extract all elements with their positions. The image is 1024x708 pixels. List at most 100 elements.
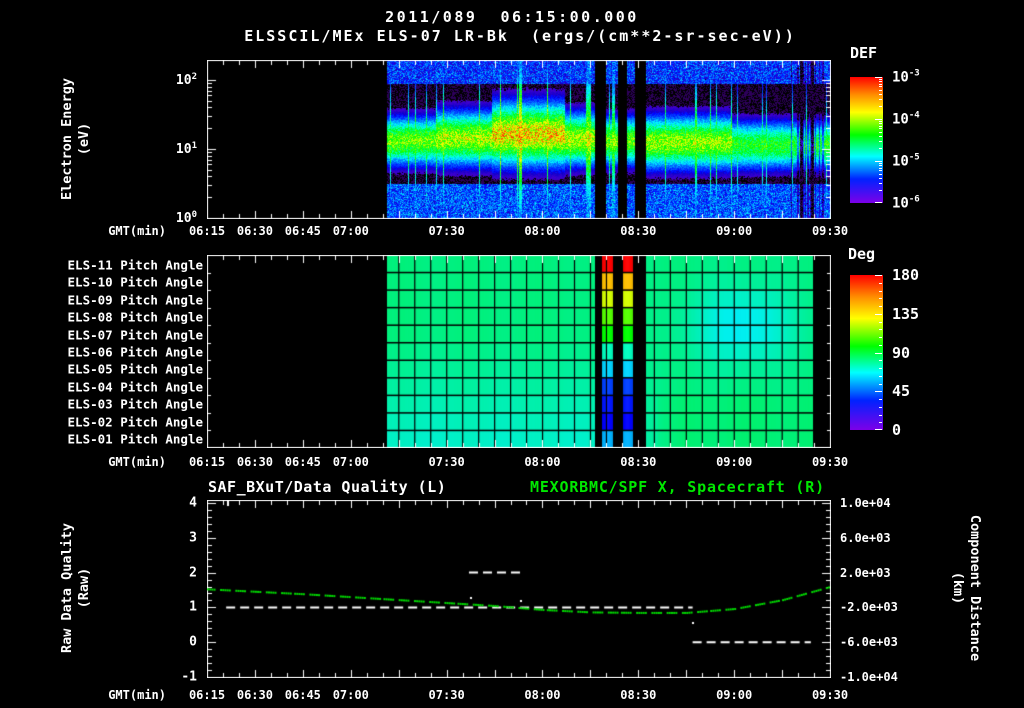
deg-colorbar-title: Deg — [848, 245, 876, 263]
distance-tick-label: 6.0e+03 — [840, 530, 891, 545]
time-tick-label: 09:30 — [811, 688, 849, 702]
colorbar-minor-tick — [879, 86, 882, 88]
energy-tick-label: 101 — [175, 140, 197, 158]
def-colorbar-tick-label: 10-6 — [892, 194, 920, 212]
raw-quality-axis-label: Raw Data Quality (Raw) — [59, 522, 92, 654]
time-tick-label: 09:00 — [716, 224, 753, 238]
colorbar-minor-tick — [879, 368, 882, 369]
colorbar-minor-tick — [879, 414, 882, 416]
pitch-canvas — [207, 255, 831, 448]
time-tick-label: 06:15 — [188, 455, 226, 469]
quality-title-left: SAF_BXuT/Data Quality (L) — [208, 478, 447, 496]
pitch-row-label: ELS-02 Pitch Angle — [67, 414, 203, 430]
time-tick-label: 08:30 — [620, 688, 657, 702]
pitch-row-label: ELS-11 Pitch Angle — [67, 257, 203, 273]
time-tick-label: 07:00 — [332, 455, 369, 469]
pitch-row-label: ELS-04 Pitch Angle — [67, 379, 203, 395]
colorbar-minor-tick — [879, 422, 882, 424]
plot-title-date: 2011/089 06:15:00.000 — [385, 8, 639, 26]
raw-quality-tick-label: 3 — [189, 530, 197, 546]
time-tick-label: 07:30 — [428, 688, 465, 702]
def-colorbar-tick-label: 10-5 — [892, 152, 920, 170]
time-tick-label: 09:00 — [716, 688, 753, 702]
colorbar-minor-tick — [879, 173, 882, 175]
pitch-row-label: ELS-10 Pitch Angle — [67, 274, 203, 290]
distance-tick-label: 2.0e+03 — [840, 565, 891, 580]
energy-tick-label: 102 — [175, 71, 197, 89]
colorbar-minor-tick — [879, 375, 882, 377]
energy-axis-label: Electron Energy (eV) — [59, 78, 92, 200]
quality-canvas — [207, 500, 831, 678]
time-tick-label: 06:45 — [284, 455, 321, 469]
time-tick-label: 09:30 — [811, 224, 849, 238]
pitch-row-label: ELS-08 Pitch Angle — [67, 309, 203, 325]
colorbar-minor-tick — [879, 167, 882, 169]
quality-title-right: MEXORBMC/SPF X, Spacecraft (R) — [530, 478, 825, 496]
spectrogram-canvas — [207, 60, 831, 219]
colorbar-minor-tick — [879, 93, 882, 95]
time-tick-label: 08:00 — [524, 455, 561, 469]
colorbar-minor-tick — [879, 123, 882, 125]
colorbar-tick — [875, 429, 882, 430]
def-colorbar-tick-label: 10-3 — [892, 68, 920, 86]
time-tick-label: 06:30 — [236, 455, 273, 469]
colorbar-tick — [875, 391, 882, 393]
colorbar-minor-tick — [879, 125, 882, 127]
def-colorbar-tick-label: 10-4 — [892, 110, 920, 128]
colorbar-minor-tick — [879, 190, 882, 192]
deg-colorbar — [850, 275, 883, 430]
colorbar-minor-tick — [879, 78, 882, 80]
colorbar-tick — [875, 119, 882, 120]
pitch-row-label: ELS-01 Pitch Angle — [67, 431, 203, 447]
time-tick-label: 06:45 — [284, 224, 321, 238]
colorbar-minor-tick — [879, 344, 882, 346]
pitch-row-label: ELS-03 Pitch Angle — [67, 396, 203, 412]
colorbar-minor-tick — [879, 81, 882, 83]
colorbar-tick — [875, 352, 882, 354]
time-tick-label: 09:00 — [716, 455, 753, 469]
pitch-row-label: ELS-07 Pitch Angle — [67, 327, 203, 343]
distance-tick-label: -2.0e+03 — [840, 600, 898, 615]
colorbar-minor-tick — [879, 120, 882, 122]
colorbar-tick — [875, 202, 882, 203]
deg-colorbar-tick-label: 135 — [892, 304, 920, 323]
colorbar-minor-tick — [879, 321, 882, 323]
colorbar-minor-tick — [879, 140, 882, 142]
raw-quality-tick-label: 2 — [189, 565, 197, 581]
colorbar-minor-tick — [879, 406, 882, 408]
colorbar-minor-tick — [879, 165, 882, 167]
colorbar-minor-tick — [879, 89, 882, 91]
colorbar-minor-tick — [879, 329, 882, 331]
distance-tick-label: -6.0e+03 — [840, 635, 898, 650]
time-tick-label: 08:00 — [524, 688, 561, 702]
time-tick-label: 06:15 — [188, 688, 226, 702]
deg-colorbar-tick-label: 45 — [892, 382, 911, 401]
colorbar-minor-tick — [879, 106, 882, 108]
colorbar-minor-tick — [879, 148, 882, 150]
colorbar-tick — [875, 77, 882, 78]
def-colorbar — [850, 77, 883, 203]
raw-quality-tick-label: 0 — [189, 634, 197, 650]
colorbar-minor-tick — [879, 337, 882, 338]
deg-colorbar-tick-label: 90 — [892, 343, 911, 362]
def-colorbar-title: DEF — [850, 44, 878, 62]
pitch-row-label: ELS-05 Pitch Angle — [67, 361, 203, 377]
time-tick-label: 06:30 — [236, 224, 273, 238]
colorbar-minor-tick — [879, 298, 882, 300]
gmt-axis-label: GMT(min) — [108, 455, 166, 469]
colorbar-minor-tick — [879, 290, 882, 292]
colorbar-minor-tick — [879, 128, 882, 130]
colorbar-minor-tick — [879, 83, 882, 85]
colorbar-minor-tick — [879, 182, 882, 184]
colorbar-minor-tick — [879, 282, 882, 284]
pitch-row-label: ELS-06 Pitch Angle — [67, 344, 203, 360]
distance-tick-label: 1.0e+04 — [840, 496, 891, 510]
colorbar-minor-tick — [879, 162, 882, 164]
time-tick-label: 07:00 — [332, 224, 369, 238]
colorbar-minor-tick — [879, 131, 882, 133]
colorbar-tick — [875, 161, 882, 162]
colorbar-tick — [875, 275, 882, 276]
colorbar-minor-tick — [879, 399, 882, 400]
time-tick-label: 08:30 — [620, 455, 657, 469]
